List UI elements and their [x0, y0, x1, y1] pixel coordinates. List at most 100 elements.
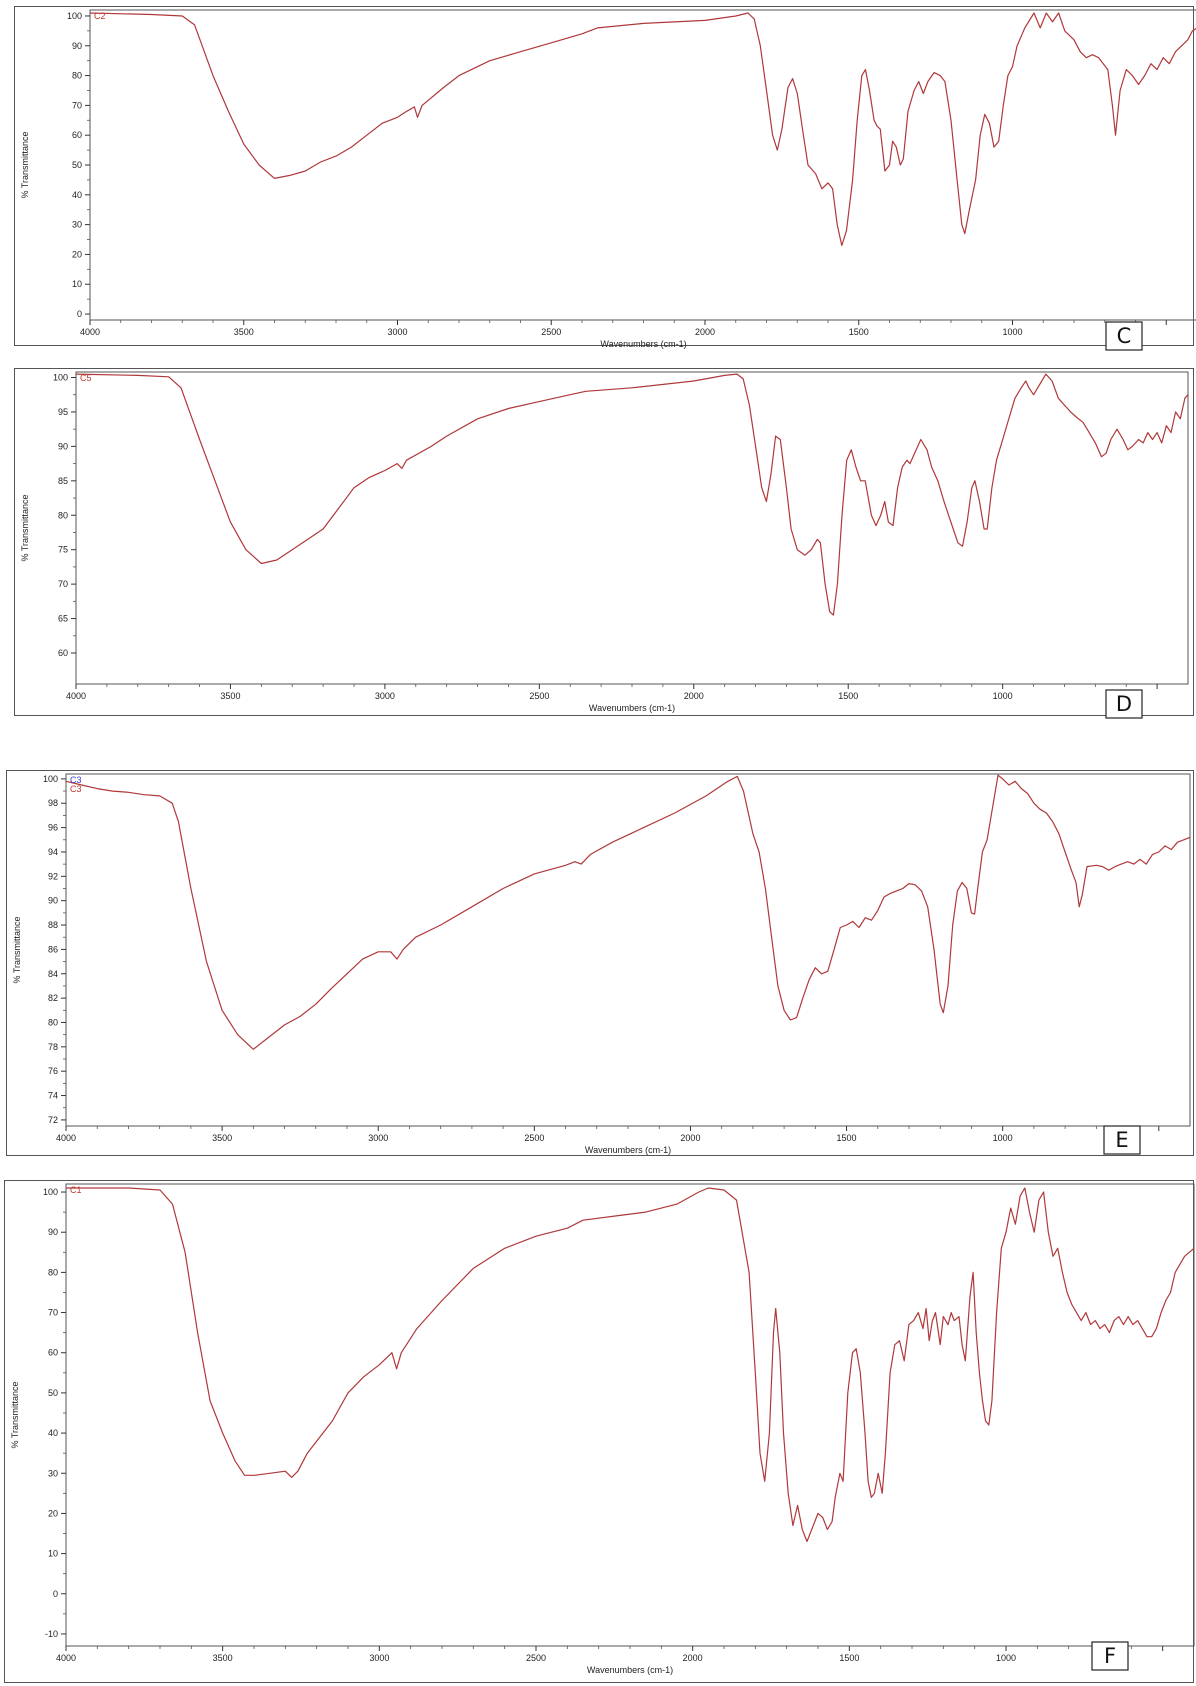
y-tick-label: 100	[43, 774, 58, 784]
x-tick-label: 1500	[849, 327, 869, 337]
y-tick-label: 70	[58, 579, 68, 589]
y-tick-label: 96	[48, 823, 58, 833]
spectrum-line-c3	[65, 774, 1191, 1050]
x-tick-label: 2500	[526, 1653, 546, 1663]
y-tick-label: 86	[48, 944, 58, 954]
y-tick-label: 70	[72, 100, 82, 110]
x-axis-label: Wavenumbers (cm-1)	[587, 1665, 673, 1675]
x-tick-label: 3500	[234, 327, 254, 337]
y-tick-label: 90	[48, 1227, 58, 1237]
y-tick-label: 90	[48, 896, 58, 906]
panel-label-box	[1103, 1125, 1141, 1155]
y-tick-label: 60	[72, 130, 82, 140]
y-tick-label: 20	[48, 1508, 58, 1518]
y-tick-label: 84	[48, 969, 58, 979]
panel-frame	[14, 6, 1194, 346]
x-tick-label: 1500	[839, 1653, 859, 1663]
y-tick-label: 100	[53, 373, 68, 383]
y-tick-label: 90	[72, 41, 82, 51]
x-tick-label: 4000	[56, 1653, 76, 1663]
x-tick-label: 3000	[387, 327, 407, 337]
x-tick-label: 3500	[212, 1133, 232, 1143]
y-tick-label: 10	[48, 1549, 58, 1559]
y-tick-label: 60	[48, 1348, 58, 1358]
panel-label-box	[1105, 689, 1143, 719]
x-tick-label: 4000	[56, 1133, 76, 1143]
spectrum-line-c1	[66, 1187, 1195, 1543]
x-tick-label: 2000	[683, 1653, 703, 1663]
x-tick-label: 4000	[80, 327, 100, 337]
y-tick-label: 72	[48, 1115, 58, 1125]
x-tick-label: 1000	[996, 1653, 1016, 1663]
y-tick-label: 88	[48, 920, 58, 930]
x-tick-label: 2500	[541, 327, 561, 337]
x-axis-label: Wavenumbers (cm-1)	[600, 339, 686, 349]
y-tick-label: 75	[58, 545, 68, 555]
sample-label: C5	[80, 373, 92, 383]
spectrum-chart-e: 4000 3500 3000 2500 2000 1500 1000 Wavenumbers …	[6, 770, 1194, 1156]
y-tick-label: 10	[72, 279, 82, 289]
y-tick-label: 74	[48, 1091, 58, 1101]
x-tick-label: 2000	[684, 691, 704, 701]
y-axis-label: % Transmittance	[20, 131, 30, 198]
panel-frame	[6, 770, 1194, 1156]
x-tick-label: 3000	[369, 1653, 389, 1663]
y-tick-label: 40	[48, 1428, 58, 1438]
panel-label: D	[1116, 692, 1132, 716]
spectrum-chart-f: 4000 3500 3000 2500 2000 1500 1000Wavenumbers …	[4, 1180, 1195, 1683]
y-tick-label: 78	[48, 1042, 58, 1052]
x-tick-label: 1000	[993, 1133, 1013, 1143]
panel-label: F	[1104, 1644, 1116, 1668]
sample-label: C3	[70, 775, 82, 785]
y-tick-label: 0	[77, 309, 82, 319]
y-tick-label: 85	[58, 476, 68, 486]
y-tick-label: 76	[48, 1066, 58, 1076]
y-tick-label: 20	[72, 249, 82, 259]
x-tick-label: 3000	[375, 691, 395, 701]
panel-label-box	[1091, 1641, 1129, 1671]
panel-label: C	[1117, 324, 1132, 348]
panel-frame	[14, 368, 1194, 716]
panel-label: E	[1115, 1128, 1128, 1152]
y-tick-label: 0	[53, 1589, 58, 1599]
y-tick-label: 50	[72, 160, 82, 170]
y-tick-label: 30	[48, 1468, 58, 1478]
panel-frame	[4, 1180, 1194, 1683]
y-tick-label: 80	[48, 1017, 58, 1027]
y-tick-label: 98	[48, 798, 58, 808]
spectrum-chart-d: 4000 3500 3000 2500 2000 1500 1000 Wavenumbers …	[14, 368, 1194, 719]
x-tick-label: 1000	[993, 691, 1013, 701]
y-tick-label: 80	[48, 1267, 58, 1277]
x-tick-label: 3500	[220, 691, 240, 701]
y-tick-label: -10	[45, 1629, 58, 1639]
y-tick-label: 100	[67, 11, 82, 21]
spectrum-panel-e: 4000 3500 3000 2500 2000 1500 1000 Wavenumbers …	[6, 770, 1194, 1156]
x-tick-label: 1500	[837, 1133, 857, 1143]
y-axis-label: % Transmittance	[10, 1381, 20, 1448]
x-tick-label: 2000	[680, 1133, 700, 1143]
sample-label: C1	[70, 1185, 82, 1195]
spectrum-panel-c: 4000 3500 3000 2500 2000 1500 1000 Wavenumbers …	[14, 6, 1196, 351]
y-tick-label: 30	[72, 220, 82, 230]
y-tick-label: 40	[72, 190, 82, 200]
x-tick-label: 2500	[524, 1133, 544, 1143]
sample-label: C2	[94, 11, 106, 21]
x-tick-label: 2500	[529, 691, 549, 701]
x-tick-label: 4000	[66, 691, 86, 701]
spectrum-line-c5	[75, 373, 1189, 616]
y-tick-label: 60	[58, 648, 68, 658]
panel-label-box	[1105, 321, 1143, 351]
x-tick-label: 3500	[213, 1653, 233, 1663]
spectrum-panel-f: 4000 3500 3000 2500 2000 1500 1000 Wavenumbers …	[4, 1180, 1195, 1683]
y-tick-label: 80	[58, 510, 68, 520]
sample-label: C3	[70, 784, 82, 794]
y-tick-label: 50	[48, 1388, 58, 1398]
spectrum-panel-d: 4000 3500 3000 2500 2000 1500 1000 Wavenumbers …	[14, 368, 1194, 719]
x-tick-label: 1500	[838, 691, 858, 701]
y-tick-label: 94	[48, 847, 58, 857]
y-tick-label: 92	[48, 871, 58, 881]
y-tick-label: 90	[58, 441, 68, 451]
y-tick-label: 100	[43, 1187, 58, 1197]
y-tick-label: 70	[48, 1308, 58, 1318]
x-axis-label: Wavenumbers (cm-1)	[585, 1145, 671, 1155]
